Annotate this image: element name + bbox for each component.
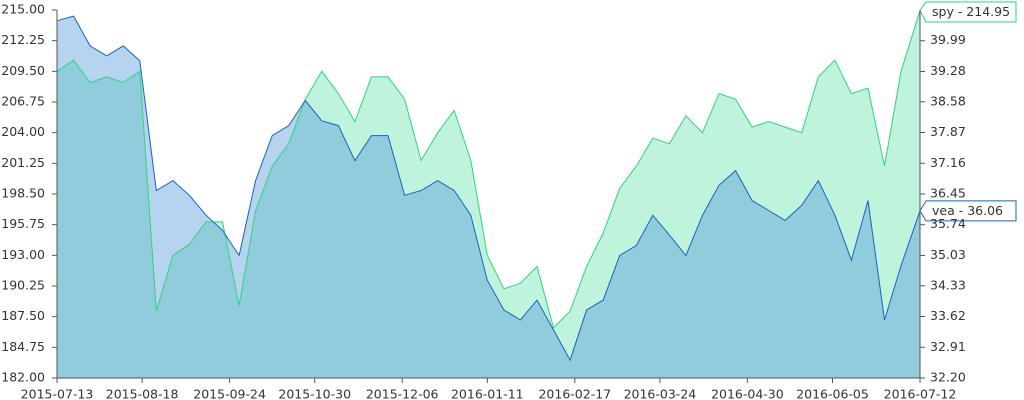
- x-tick-label: 2016-07-12: [884, 387, 957, 400]
- area-fill: [57, 10, 920, 378]
- y-tick-label: 187.50: [1, 308, 45, 323]
- y2-tick-label: 35.03: [930, 247, 966, 262]
- area-line: [56, 10, 921, 329]
- series-end-label: spy - 214.95: [932, 4, 1010, 19]
- y2-tick-label: 32.20: [930, 370, 966, 385]
- y2-tick-label: 36.45: [930, 186, 966, 201]
- y-tick-label: 209.50: [1, 63, 45, 78]
- x-tick-label: 2016-03-24: [624, 387, 697, 400]
- area-line: [56, 15, 921, 362]
- x-tick-label: 2015-08-18: [106, 387, 179, 400]
- y2-tick-label: 35.74: [930, 216, 966, 231]
- x-tick-label: 2016-06-05: [796, 387, 869, 400]
- x-tick-label: 2016-01-11: [451, 387, 524, 400]
- y-tick-label: 204.00: [1, 124, 45, 139]
- y2-tick-label: 39.28: [930, 63, 966, 78]
- y-tick-label: 190.25: [1, 278, 45, 293]
- x-tick-label: 2016-02-17: [538, 387, 611, 400]
- x-tick-label: 2015-09-24: [193, 387, 266, 400]
- x-tick-label: 2015-07-13: [21, 387, 94, 400]
- y-tick-label: 182.00: [1, 370, 45, 385]
- x-tick-label: 2015-12-06: [366, 387, 439, 400]
- area-fill: [57, 16, 920, 378]
- y-tick-label: 198.50: [1, 186, 45, 201]
- x-tick-label: 2016-04-30: [711, 387, 784, 400]
- y2-tick-label: 34.33: [930, 277, 966, 292]
- y2-tick-label: 37.87: [930, 124, 966, 139]
- y2-tick-label: 37.16: [930, 155, 966, 170]
- y-tick-label: 193.00: [1, 247, 45, 262]
- series-end-label: vea - 36.06: [932, 203, 1003, 218]
- label-box: [919, 200, 1017, 222]
- y-tick-label: 215.00: [1, 2, 45, 17]
- y2-tick-label: 38.58: [930, 93, 966, 108]
- x-tick-label: 2015-10-30: [278, 387, 351, 400]
- y2-tick-label: 33.62: [930, 308, 966, 323]
- label-box: [919, 1, 1017, 23]
- y-tick-label: 212.25: [1, 32, 45, 47]
- y-tick-label: 184.75: [1, 339, 45, 354]
- y2-tick-label: 32.91: [930, 339, 966, 354]
- y-tick-label: 195.75: [1, 216, 45, 231]
- y-tick-label: 206.75: [1, 94, 45, 109]
- y2-tick-label: 39.99: [930, 32, 966, 47]
- y-tick-label: 201.25: [1, 155, 45, 170]
